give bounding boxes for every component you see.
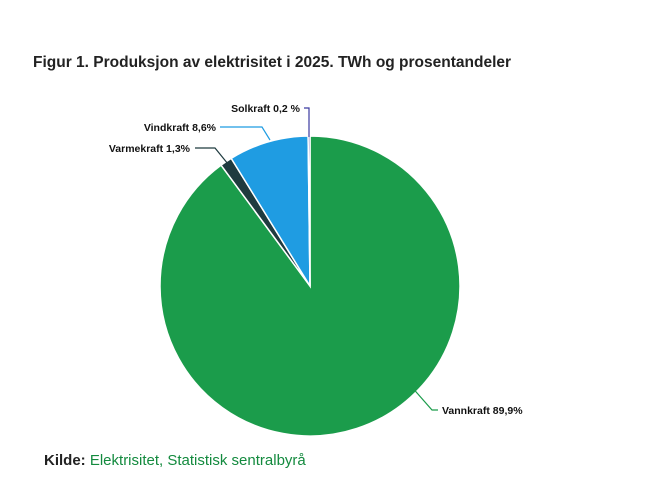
chart-title: Figur 1. Produksjon av elektrisitet i 20… (33, 54, 512, 71)
source-label: Kilde: (44, 452, 86, 469)
leader-line-varmekraft (195, 147, 229, 165)
data-label-varmekraft: Varmekraft 1,3% (109, 143, 191, 155)
data-label-vannkraft: Vannkraft 89,9% (442, 405, 523, 417)
data-label-solkraft: Solkraft 0,2 % (231, 103, 301, 115)
data-label-vindkraft: Vindkraft 8,6% (144, 122, 217, 134)
leader-line-solkraft (304, 107, 310, 137)
leader-line-vannkraft (409, 384, 438, 411)
source-note: Kilde: Elektrisitet, Statistisk sentralb… (44, 452, 306, 469)
source-link[interactable]: Elektrisitet, Statistisk sentralbyrå (89, 452, 306, 469)
leader-line-vindkraft (220, 126, 271, 141)
